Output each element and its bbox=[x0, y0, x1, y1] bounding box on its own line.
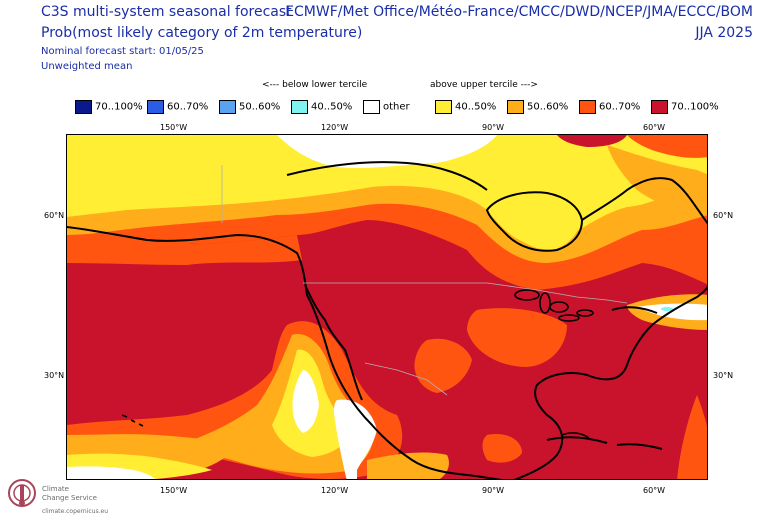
hispaniola-coast bbox=[616, 443, 663, 450]
logo-line1: Climate bbox=[42, 485, 69, 493]
region-70-100-arctic bbox=[557, 135, 627, 147]
region-60-70-arctic bbox=[627, 135, 707, 158]
lat-label-left: 30°N bbox=[44, 371, 65, 380]
region-50-60-central-america bbox=[367, 452, 449, 479]
bahamas bbox=[561, 432, 590, 439]
hudson-bay-coast bbox=[485, 191, 584, 252]
labrador-coast bbox=[581, 177, 707, 225]
legend-swatch bbox=[651, 100, 668, 114]
islands bbox=[121, 414, 590, 439]
legend-item: other bbox=[363, 100, 410, 114]
legend-swatch bbox=[75, 100, 92, 114]
legend-label: 70..100% bbox=[95, 101, 143, 113]
legend-label: 40..50% bbox=[455, 101, 497, 113]
region-60-70-caribbean bbox=[482, 434, 522, 463]
pacific-coastline bbox=[67, 226, 502, 479]
lat-label-right: 60°N bbox=[713, 211, 734, 220]
legend-item: 50..60% bbox=[507, 100, 568, 114]
legend-label: 70..100% bbox=[671, 101, 719, 113]
legend-above-caption: above upper tercile ---> bbox=[430, 80, 538, 90]
region-other-sw bbox=[67, 466, 156, 479]
legend-item: 40..50% bbox=[291, 100, 352, 114]
lon-label-top: 90°W bbox=[482, 123, 505, 132]
season-label: JJA 2025 bbox=[695, 25, 753, 41]
lon-label-bottom: 90°W bbox=[482, 486, 505, 495]
hawaii-islands bbox=[121, 414, 144, 427]
logo-line2: Change Service bbox=[42, 494, 97, 502]
map-subtitle: Prob(most likely category of 2m temperat… bbox=[41, 25, 363, 41]
legend-label: 60..70% bbox=[167, 101, 209, 113]
lon-label-top: 120°W bbox=[321, 123, 349, 132]
lat-label-right: 30°N bbox=[713, 371, 734, 380]
lat-label-left: 60°N bbox=[44, 211, 65, 220]
lon-label-top: 150°W bbox=[160, 123, 188, 132]
legend-label: 50..60% bbox=[527, 101, 569, 113]
west-coast-inner bbox=[304, 284, 363, 401]
region-cool-atlantic bbox=[661, 307, 673, 311]
borders bbox=[221, 165, 628, 396]
region-60-70-central-us bbox=[467, 308, 567, 367]
legend-swatch bbox=[147, 100, 164, 114]
great-lakes bbox=[514, 289, 594, 322]
legend-label: 50..60% bbox=[239, 101, 281, 113]
legend-swatch bbox=[579, 100, 596, 114]
legend-item: 70..100% bbox=[651, 100, 719, 114]
legend-label: 40..50% bbox=[311, 101, 353, 113]
mean-type: Unweighted mean bbox=[41, 61, 133, 72]
region-40-50-hudson bbox=[497, 197, 581, 250]
lon-label-bottom: 150°W bbox=[160, 486, 188, 495]
legend-below-caption: <--- below lower tercile bbox=[262, 80, 368, 90]
legend-swatch bbox=[363, 100, 380, 114]
legend-item: 50..60% bbox=[219, 100, 280, 114]
logo-url: climate.copernicus.eu bbox=[42, 508, 109, 515]
lon-label-bottom: 120°W bbox=[321, 486, 349, 495]
forecast-map bbox=[66, 134, 708, 480]
lon-label-top: 60°W bbox=[643, 123, 666, 132]
forecast-map-canvas bbox=[67, 135, 707, 479]
legend-swatch bbox=[435, 100, 452, 114]
forecast-start-date: Nominal forecast start: 01/05/25 bbox=[41, 46, 204, 57]
agencies-list: ECMWF/Met Office/Météo-France/CMCC/DWD/N… bbox=[285, 4, 753, 20]
legend-swatch bbox=[507, 100, 524, 114]
legend-item: 70..100% bbox=[75, 100, 143, 114]
legend-item: 60..70% bbox=[147, 100, 208, 114]
legend-item: 40..50% bbox=[435, 100, 496, 114]
coastlines bbox=[67, 161, 707, 479]
newfoundland-coast bbox=[611, 306, 658, 314]
copernicus-logo: Climate Change Service climate.copernicu… bbox=[6, 475, 156, 519]
region-60-70-south-atlantic bbox=[677, 395, 707, 479]
legend-swatch bbox=[219, 100, 236, 114]
map-title: C3S multi-system seasonal forecast bbox=[41, 4, 292, 20]
region-60-70-mexico bbox=[414, 338, 472, 393]
legend-item: 60..70% bbox=[579, 100, 640, 114]
legend-label: 60..70% bbox=[599, 101, 641, 113]
us-mexico-border bbox=[364, 362, 448, 396]
arctic-coast bbox=[286, 161, 488, 191]
region-60-70-gulf-alaska bbox=[67, 235, 302, 265]
us-canada-border bbox=[303, 282, 628, 304]
c3s-logo-icon bbox=[8, 479, 36, 507]
legend-swatch bbox=[291, 100, 308, 114]
region-other-pacific bbox=[292, 370, 319, 433]
lon-label-bottom: 60°W bbox=[643, 486, 666, 495]
region-other-arctic bbox=[277, 135, 497, 168]
gulf-atlantic-coastline bbox=[514, 285, 707, 479]
legend-label: other bbox=[383, 101, 410, 113]
cuba-coast bbox=[546, 436, 608, 444]
